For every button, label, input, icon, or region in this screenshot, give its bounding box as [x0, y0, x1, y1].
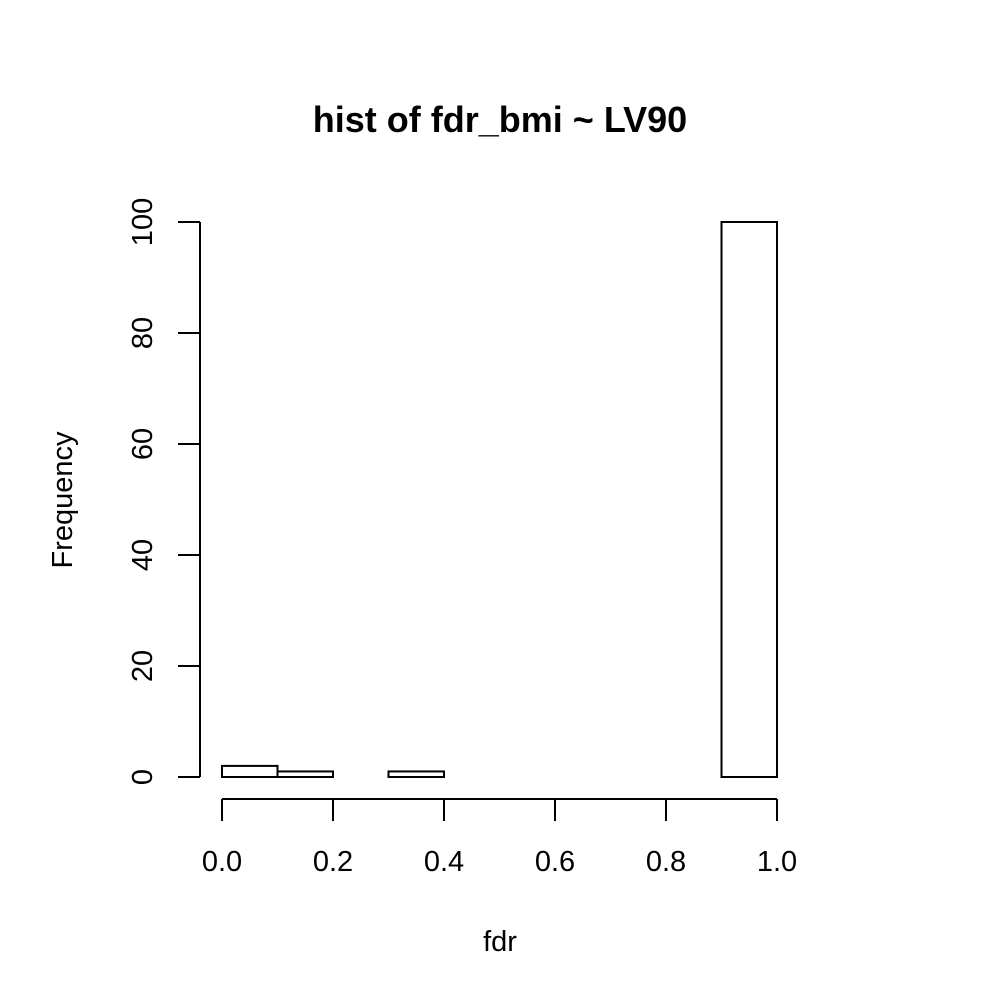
y-axis: 0 20 40 60 80 100 [127, 198, 201, 785]
y-tick-label: 0 [127, 769, 159, 785]
x-tick-label: 1.0 [757, 846, 797, 878]
histogram-bar-1 [276, 770, 334, 779]
histogram-bar-0 [221, 764, 279, 779]
y-tick-label: 40 [127, 539, 159, 571]
histogram-bar-3 [387, 770, 445, 779]
x-tick-label: 0.8 [646, 846, 686, 878]
y-tick-label: 80 [127, 317, 159, 349]
chart-title: hist of fdr_bmi ~ LV90 [313, 99, 687, 140]
y-tick-label: 20 [127, 650, 159, 682]
y-tick-label: 60 [127, 428, 159, 460]
histogram-bar-9 [720, 221, 778, 778]
x-tick-label: 0.0 [202, 846, 242, 878]
y-tick-label: 100 [127, 198, 159, 246]
y-axis-label: Frequency [47, 431, 79, 569]
x-axis: 0.0 0.2 0.4 0.6 0.8 1.0 [202, 798, 797, 878]
bars-group [221, 221, 778, 779]
x-tick-label: 0.2 [313, 846, 353, 878]
x-tick-label: 0.4 [424, 846, 464, 878]
x-axis-label: fdr [483, 926, 517, 958]
x-tick-label: 0.6 [535, 846, 575, 878]
